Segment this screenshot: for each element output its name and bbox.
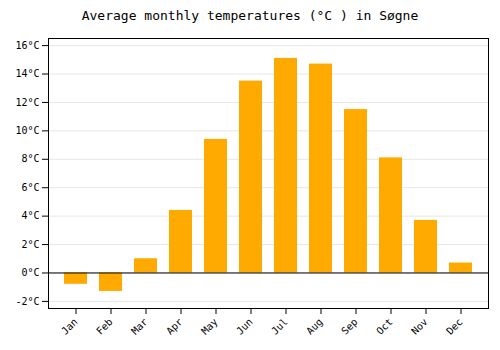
svg-text:Dec: Dec [444, 316, 465, 337]
svg-text:4°C: 4°C [21, 210, 39, 221]
svg-text:6°C: 6°C [21, 182, 39, 193]
svg-text:May: May [199, 316, 220, 337]
svg-text:2°C: 2°C [21, 239, 39, 250]
svg-text:Oct: Oct [374, 316, 395, 337]
svg-text:Jan: Jan [59, 316, 80, 337]
svg-text:8°C: 8°C [21, 153, 39, 164]
svg-text:0°C: 0°C [21, 267, 39, 278]
svg-text:12°C: 12°C [15, 97, 39, 108]
svg-text:10°C: 10°C [15, 125, 39, 136]
svg-text:Jun: Jun [234, 316, 255, 337]
html-text:Average monthly temperatures (: Average monthly temperatures (°C ) in Sø… [81, 8, 419, 23]
svg-text:Aug: Aug [304, 316, 325, 337]
svg-text:Nov: Nov [409, 316, 430, 337]
svg-text:Jul: Jul [269, 316, 290, 337]
svg-text:-2°C: -2°C [15, 296, 39, 307]
svg-text:Sep: Sep [339, 316, 360, 337]
svg-text:Apr: Apr [164, 316, 185, 337]
svg-text:Feb: Feb [94, 316, 115, 337]
svg-text:14°C: 14°C [15, 68, 39, 79]
svg-text:Mar: Mar [129, 316, 150, 337]
svg-text:16°C: 16°C [15, 40, 39, 51]
